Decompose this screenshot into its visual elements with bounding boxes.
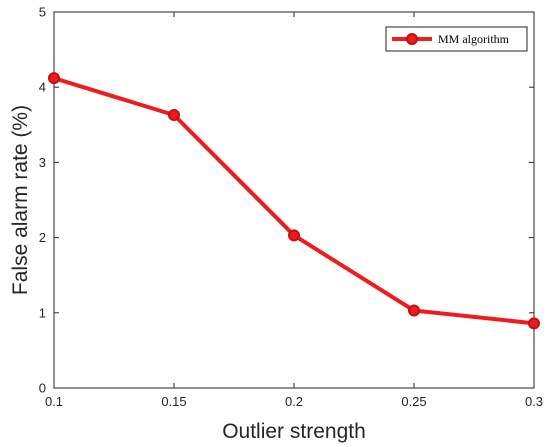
data-point: [288, 229, 300, 242]
legend-box: [385, 26, 528, 52]
data-point: [168, 109, 180, 122]
data-point: [408, 304, 420, 317]
y-tick-label: 4: [39, 80, 46, 95]
x-tick-label: 0.15: [161, 394, 186, 409]
series-layer: [48, 72, 540, 330]
plot-area: [53, 11, 535, 389]
axis-ticks: 0.1 0.15 0.2 0.25 0.3 0 1 2 3 4 5: [39, 5, 543, 410]
legend: MM algorithm: [385, 26, 528, 52]
x-tick-label: 0.1: [45, 394, 63, 409]
y-tick-label: 1: [39, 305, 46, 320]
data-point: [528, 317, 540, 330]
y-tick-label: 2: [39, 230, 46, 245]
legend-marker: [406, 33, 418, 45]
y-tick-label: 5: [39, 5, 46, 20]
legend-label: MM algorithm: [438, 32, 510, 46]
data-point: [48, 72, 60, 85]
x-tick-label: 0.3: [525, 394, 543, 409]
x-tick-label: 0.25: [401, 394, 426, 409]
y-tick-label: 0: [39, 381, 46, 396]
x-axis-label: Outlier strength: [222, 420, 366, 443]
y-tick-label: 3: [39, 155, 46, 170]
y-axis-label: False alarm rate (%): [9, 105, 32, 295]
x-tick-label: 0.2: [285, 394, 303, 409]
